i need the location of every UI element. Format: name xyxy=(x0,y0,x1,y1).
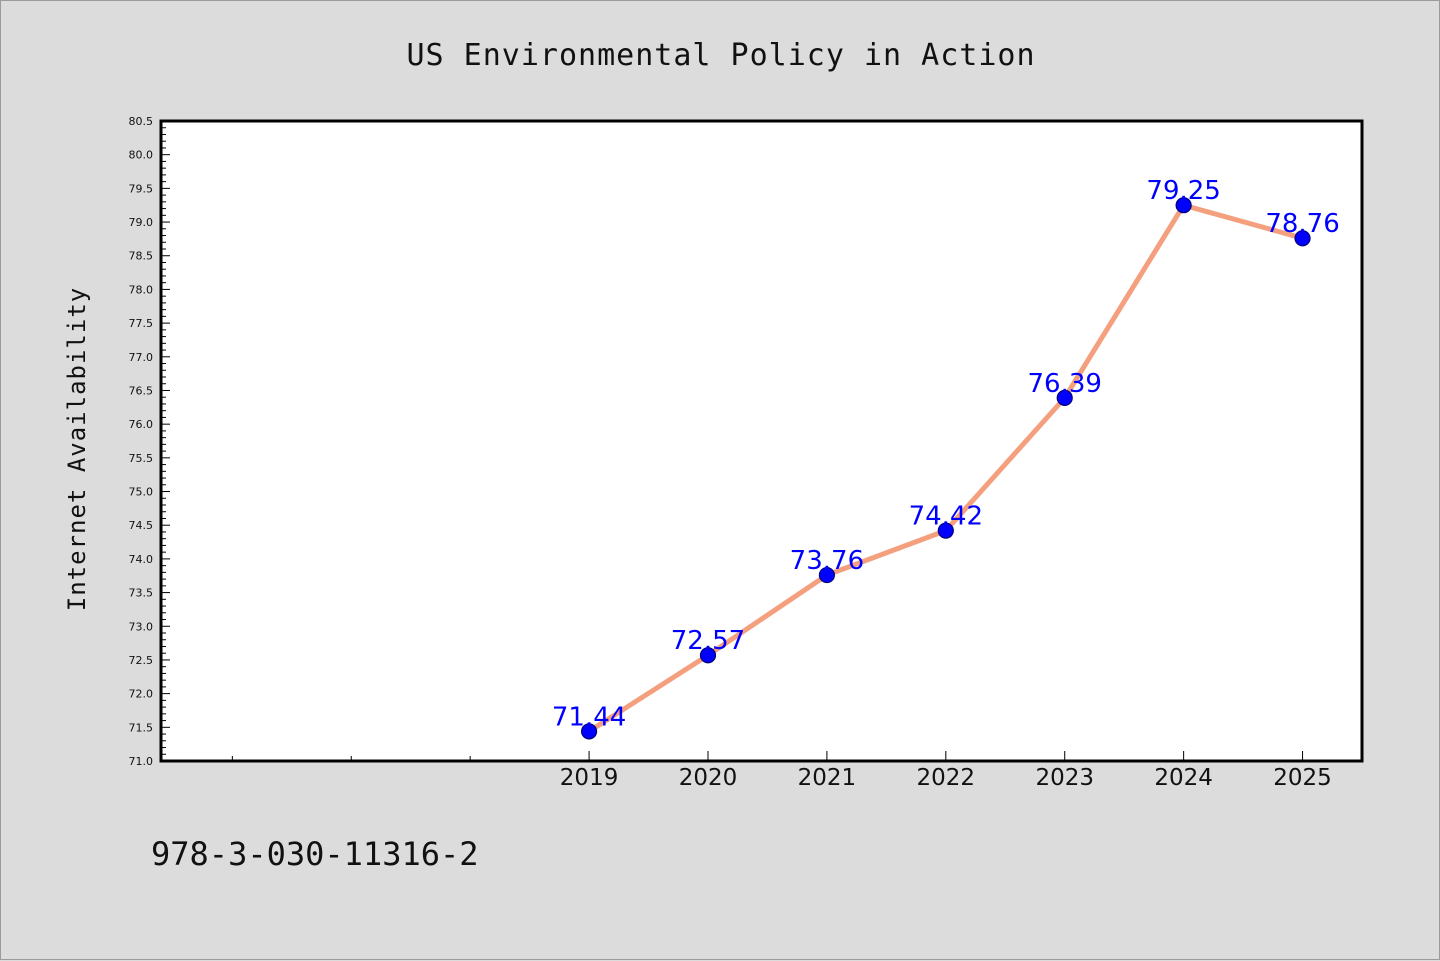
data-point xyxy=(1175,197,1192,214)
data-label: 79.25 xyxy=(1146,176,1220,206)
y-tick-label: 79.5 xyxy=(129,182,154,195)
data-label: 73.76 xyxy=(790,546,864,576)
y-tick-label: 71.0 xyxy=(129,755,154,768)
y-tick-label: 79.0 xyxy=(129,216,154,229)
y-axis: 71.0 71.5 72.0 72.5 73.0 73.5 74.0 74.5 75.0 75.5… xyxy=(129,115,170,768)
y-tick-label: 72.5 xyxy=(129,654,154,667)
data-point xyxy=(1056,389,1073,406)
x-tick-label: 2025 xyxy=(1273,765,1332,791)
x-tick-label: 2021 xyxy=(798,765,857,791)
footer-isbn: 978-3-030-11316-2 xyxy=(151,835,479,873)
y-tick-label: 76.5 xyxy=(129,384,154,397)
x-tick-label: 2024 xyxy=(1154,765,1213,791)
y-tick-label: 74.0 xyxy=(129,553,154,566)
y-tick-label: 74.5 xyxy=(129,519,154,532)
data-label: 74.42 xyxy=(909,502,983,532)
data-label: 78.76 xyxy=(1265,209,1339,239)
data-point xyxy=(818,566,836,584)
y-tick-label: 80.0 xyxy=(129,149,154,162)
x-tick-label: 2020 xyxy=(679,765,738,791)
y-tick-label: 72.0 xyxy=(129,688,154,701)
data-label: 76.39 xyxy=(1028,369,1102,399)
data-point xyxy=(580,723,598,740)
y-tick-label: 75.0 xyxy=(129,486,154,499)
data-point xyxy=(1294,230,1311,247)
y-tick-label: 78.5 xyxy=(129,250,154,263)
y-tick-label: 78.0 xyxy=(129,283,154,296)
data-label: 71.44 xyxy=(552,702,626,732)
y-tick-label: 77.5 xyxy=(129,317,154,330)
x-axis: 2019 2020 2021 2022 2023 2024 2025 xyxy=(231,751,1332,791)
y-tick-label: 77.0 xyxy=(129,351,154,364)
series-layer: 71.44 72.57 73.76 74.42 76.39 79.25 78.76 xyxy=(552,176,1340,740)
x-tick-label: 2023 xyxy=(1035,765,1094,791)
y-tick-label: 71.5 xyxy=(129,721,154,734)
x-tick-label: 2022 xyxy=(917,765,976,791)
x-tick-label: 2019 xyxy=(560,765,619,791)
y-axis-label: Internet Availability xyxy=(63,287,91,611)
y-tick-label: 76.0 xyxy=(129,418,154,431)
y-tick-label: 73.5 xyxy=(129,587,154,600)
data-point xyxy=(937,522,954,539)
plot-area xyxy=(159,119,1364,763)
data-point xyxy=(699,647,717,664)
y-tick-label: 73.0 xyxy=(129,620,154,633)
data-label: 72.57 xyxy=(671,626,745,656)
chart-title: US Environmental Policy in Action xyxy=(406,38,1035,73)
y-tick-label: 80.5 xyxy=(129,115,154,128)
y-tick-label: 75.5 xyxy=(129,452,154,465)
